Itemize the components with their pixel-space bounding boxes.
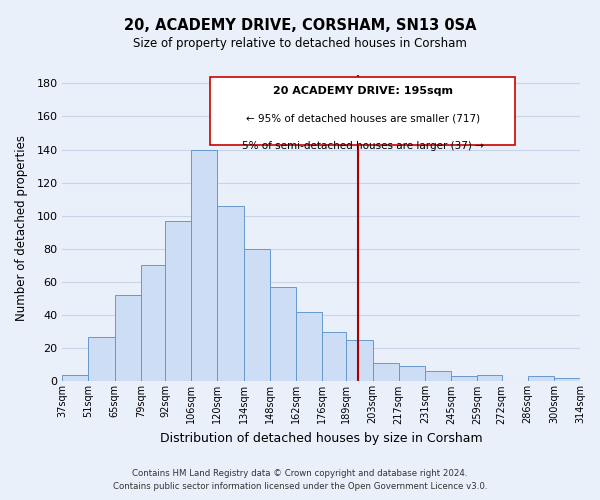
Y-axis label: Number of detached properties: Number of detached properties [15, 135, 28, 321]
Bar [346, 340, 373, 382]
Bar [425, 372, 451, 382]
Text: Size of property relative to detached houses in Corsham: Size of property relative to detached ho… [133, 38, 467, 51]
Bar [296, 312, 322, 382]
Bar [399, 366, 425, 382]
Bar [88, 336, 115, 382]
Bar [527, 376, 554, 382]
Text: 20, ACADEMY DRIVE, CORSHAM, SN13 0SA: 20, ACADEMY DRIVE, CORSHAM, SN13 0SA [124, 18, 476, 32]
Bar [217, 206, 244, 382]
X-axis label: Distribution of detached houses by size in Corsham: Distribution of detached houses by size … [160, 432, 482, 445]
FancyBboxPatch shape [210, 76, 515, 146]
Bar [191, 150, 217, 382]
Text: ← 95% of detached houses are smaller (717): ← 95% of detached houses are smaller (71… [245, 114, 479, 124]
Text: 20 ACADEMY DRIVE: 195sqm: 20 ACADEMY DRIVE: 195sqm [272, 86, 452, 96]
Bar [322, 332, 346, 382]
Bar [270, 287, 296, 382]
Bar [62, 375, 88, 382]
Text: 5% of semi-detached houses are larger (37) →: 5% of semi-detached houses are larger (3… [242, 141, 484, 151]
Bar [554, 378, 580, 382]
Bar [373, 363, 399, 382]
Bar [165, 220, 191, 382]
Text: Contains HM Land Registry data © Crown copyright and database right 2024.
Contai: Contains HM Land Registry data © Crown c… [113, 470, 487, 491]
Bar [141, 266, 165, 382]
Bar [244, 249, 270, 382]
Bar [115, 296, 141, 382]
Bar [451, 376, 477, 382]
Bar [477, 375, 502, 382]
